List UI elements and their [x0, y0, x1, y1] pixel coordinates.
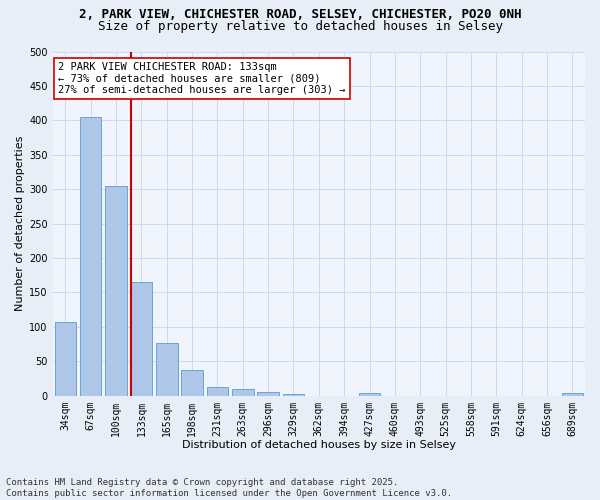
- Bar: [55, 322, 76, 396]
- Y-axis label: Number of detached properties: Number of detached properties: [15, 136, 25, 312]
- Text: 2 PARK VIEW CHICHESTER ROAD: 133sqm
← 73% of detached houses are smaller (809)
2: 2 PARK VIEW CHICHESTER ROAD: 133sqm ← 73…: [58, 62, 346, 95]
- Bar: [283, 394, 304, 396]
- Bar: [181, 370, 203, 396]
- Bar: [562, 393, 583, 396]
- X-axis label: Distribution of detached houses by size in Selsey: Distribution of detached houses by size …: [182, 440, 456, 450]
- Text: Size of property relative to detached houses in Selsey: Size of property relative to detached ho…: [97, 20, 503, 33]
- Bar: [232, 389, 254, 396]
- Bar: [206, 388, 228, 396]
- Bar: [156, 342, 178, 396]
- Bar: [359, 393, 380, 396]
- Text: Contains HM Land Registry data © Crown copyright and database right 2025.
Contai: Contains HM Land Registry data © Crown c…: [6, 478, 452, 498]
- Bar: [105, 186, 127, 396]
- Bar: [80, 117, 101, 396]
- Text: 2, PARK VIEW, CHICHESTER ROAD, SELSEY, CHICHESTER, PO20 0NH: 2, PARK VIEW, CHICHESTER ROAD, SELSEY, C…: [79, 8, 521, 20]
- Bar: [131, 282, 152, 396]
- Bar: [257, 392, 279, 396]
